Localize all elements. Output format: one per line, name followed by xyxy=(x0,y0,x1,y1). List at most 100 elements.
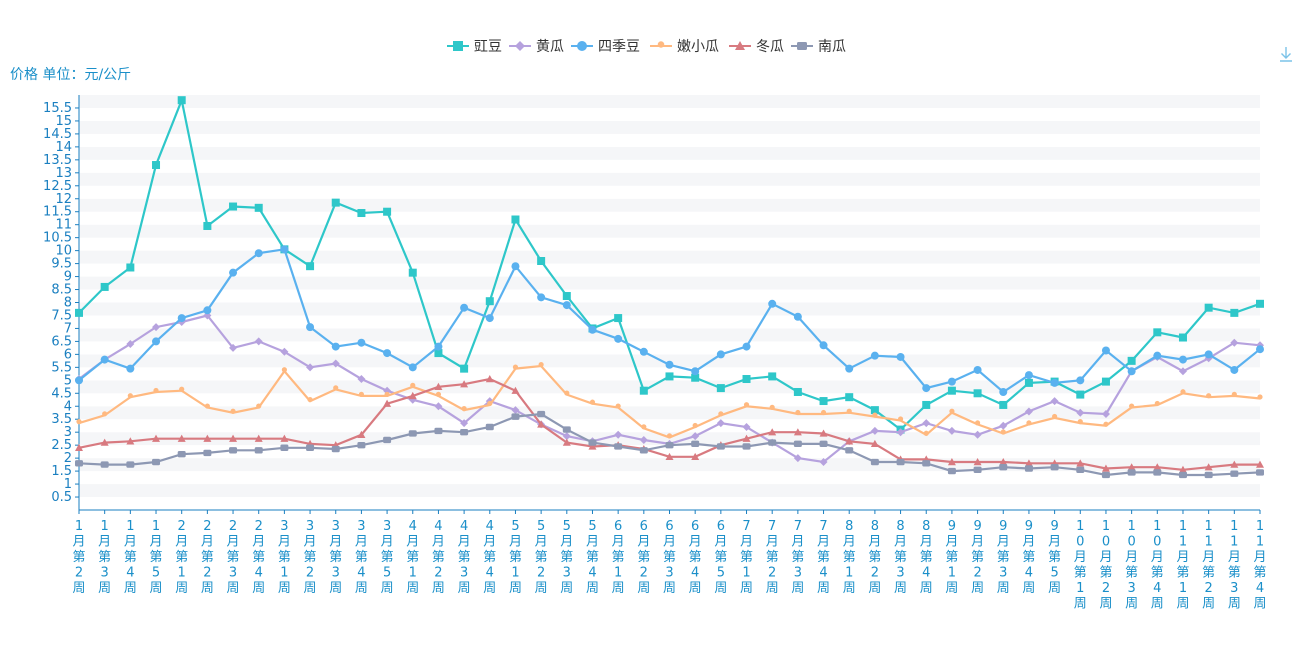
data-point xyxy=(845,393,854,402)
data-point xyxy=(256,403,262,409)
data-point xyxy=(280,347,289,356)
x-tick-label: 4 月第 2 周 xyxy=(432,519,445,596)
data-point xyxy=(100,282,109,291)
data-point xyxy=(614,334,623,343)
data-point xyxy=(460,380,469,388)
data-point xyxy=(923,430,929,436)
y-tick-label: 15.5 xyxy=(43,101,72,116)
data-point xyxy=(460,419,469,428)
legend-item[interactable]: 豇豆 xyxy=(447,39,502,55)
data-point xyxy=(434,427,443,435)
data-point xyxy=(203,306,212,315)
data-point xyxy=(742,434,751,442)
legend-item[interactable]: 嫩小瓜 xyxy=(650,39,719,55)
grid-band xyxy=(79,198,1260,212)
data-point xyxy=(152,458,161,466)
data-point xyxy=(639,447,648,454)
grid-band xyxy=(79,289,1260,303)
data-point xyxy=(511,413,520,420)
data-point xyxy=(588,442,597,450)
y-tick-label: 0.5 xyxy=(51,490,72,505)
data-point xyxy=(819,440,828,448)
data-point xyxy=(1230,338,1239,347)
y-tick-label: 7 xyxy=(64,321,72,336)
data-point xyxy=(1178,367,1187,376)
data-point xyxy=(1256,460,1264,468)
legend[interactable]: 豇豆 黄瓜 四季豆 嫩小瓜 冬瓜 南瓜 xyxy=(447,38,846,55)
data-point xyxy=(511,262,520,271)
data-point xyxy=(691,367,700,376)
legend-item[interactable]: 冬瓜 xyxy=(729,39,784,55)
y-tick-label: 10 xyxy=(55,244,72,259)
data-point xyxy=(999,400,1008,409)
data-point xyxy=(485,314,494,323)
data-point xyxy=(692,422,698,429)
y-tick-label: 13.5 xyxy=(43,153,72,168)
data-point xyxy=(922,384,931,393)
x-tick-label: 1 0 月第 1 周 xyxy=(1074,519,1087,612)
y-tick-label: 13 xyxy=(55,166,72,181)
data-point xyxy=(152,323,161,332)
x-tick-label: 6 月第 1 周 xyxy=(612,519,625,596)
data-point xyxy=(384,391,390,397)
x-tick-label: 8 月第 2 周 xyxy=(868,519,881,596)
legend-symbol xyxy=(735,41,745,50)
data-point xyxy=(331,342,340,351)
data-point xyxy=(896,352,905,361)
data-point xyxy=(922,460,931,467)
data-point xyxy=(126,263,135,272)
data-point xyxy=(229,268,238,277)
grid-band xyxy=(79,159,1260,173)
data-point xyxy=(383,436,392,444)
data-point xyxy=(177,434,186,442)
data-point xyxy=(537,293,546,302)
data-point xyxy=(845,447,854,454)
data-point xyxy=(1206,393,1212,399)
data-point xyxy=(1231,391,1237,397)
data-point xyxy=(562,438,571,446)
data-point xyxy=(1204,463,1213,471)
data-point xyxy=(564,390,570,396)
data-point xyxy=(562,301,571,310)
download-icon[interactable] xyxy=(1275,42,1297,64)
grid-band xyxy=(79,484,1260,498)
legend-item[interactable]: 黄瓜 xyxy=(509,38,564,55)
data-point xyxy=(461,406,467,412)
y-tick-label: 3 xyxy=(64,425,72,440)
data-point xyxy=(485,297,494,306)
data-point xyxy=(742,342,751,351)
legend-symbol xyxy=(657,41,665,48)
data-point xyxy=(460,428,469,436)
data-point xyxy=(615,403,621,409)
data-point xyxy=(1153,469,1162,476)
data-point xyxy=(872,412,878,418)
data-point xyxy=(177,96,186,105)
y-tick-label: 4.5 xyxy=(51,386,72,401)
data-point xyxy=(485,423,494,431)
x-tick-label: 7 月第 3 周 xyxy=(791,519,804,596)
legend-item[interactable]: 南瓜 xyxy=(791,39,846,55)
data-point xyxy=(434,382,443,390)
data-point xyxy=(1230,460,1239,468)
grid-band xyxy=(79,419,1260,433)
data-point xyxy=(665,441,674,449)
data-point xyxy=(973,389,982,398)
series-嫩小瓜 xyxy=(76,361,1263,439)
legend-item[interactable]: 四季豆 xyxy=(571,39,640,55)
data-point xyxy=(254,337,263,346)
data-point xyxy=(280,444,289,451)
y-tick-label: 5 xyxy=(64,373,72,388)
data-point xyxy=(588,439,597,446)
data-point xyxy=(254,434,263,442)
data-point xyxy=(1204,471,1213,479)
data-point xyxy=(691,452,700,461)
y-tick-label: 12 xyxy=(55,192,72,207)
data-point xyxy=(306,323,315,332)
x-tick-label: 8 月第 1 周 xyxy=(843,519,856,596)
x-tick-label: 2 月第 3 周 xyxy=(227,519,240,596)
x-tick-label: 3 月第 4 周 xyxy=(355,519,368,596)
grid-band xyxy=(79,120,1260,134)
y-axis-title: 价格 单位：元/公斤 xyxy=(10,67,131,83)
data-point xyxy=(947,426,956,435)
data-point xyxy=(1230,470,1239,477)
